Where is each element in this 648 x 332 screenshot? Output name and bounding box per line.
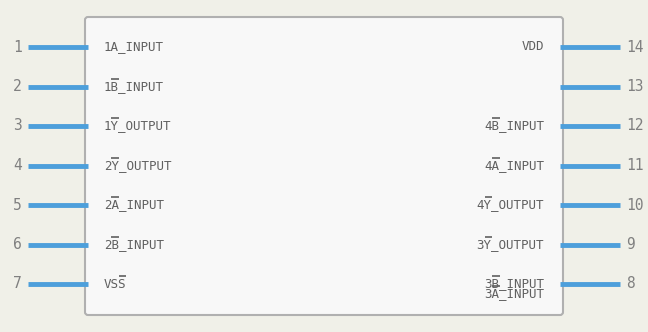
Text: 1Y_OUTPUT: 1Y_OUTPUT: [104, 120, 172, 132]
Text: 2Y_OUTPUT: 2Y_OUTPUT: [104, 159, 172, 172]
Text: 4B_INPUT: 4B_INPUT: [484, 120, 544, 132]
Text: VDD: VDD: [522, 41, 544, 53]
Text: 11: 11: [626, 158, 643, 173]
Text: 4Y_OUTPUT: 4Y_OUTPUT: [476, 199, 544, 211]
Text: 3B_INPUT: 3B_INPUT: [484, 278, 544, 290]
Text: 14: 14: [626, 40, 643, 54]
Text: 2B_INPUT: 2B_INPUT: [104, 238, 164, 251]
Text: 7: 7: [13, 277, 22, 291]
FancyBboxPatch shape: [85, 17, 563, 315]
Text: 3Y_OUTPUT: 3Y_OUTPUT: [476, 238, 544, 251]
Text: 9: 9: [626, 237, 635, 252]
Text: 4: 4: [13, 158, 22, 173]
Text: 2: 2: [13, 79, 22, 94]
Text: 8: 8: [626, 277, 635, 291]
Text: 6: 6: [13, 237, 22, 252]
Text: 5: 5: [13, 198, 22, 212]
Text: 3A_INPUT: 3A_INPUT: [484, 288, 544, 300]
Text: 2A_INPUT: 2A_INPUT: [104, 199, 164, 211]
Text: 13: 13: [626, 79, 643, 94]
Text: 3: 3: [13, 119, 22, 133]
Text: 1B_INPUT: 1B_INPUT: [104, 80, 164, 93]
Text: 12: 12: [626, 119, 643, 133]
Text: 10: 10: [626, 198, 643, 212]
Text: VSS: VSS: [104, 278, 126, 290]
Text: 1A_INPUT: 1A_INPUT: [104, 41, 164, 53]
Text: 4A_INPUT: 4A_INPUT: [484, 159, 544, 172]
Text: 1: 1: [13, 40, 22, 54]
